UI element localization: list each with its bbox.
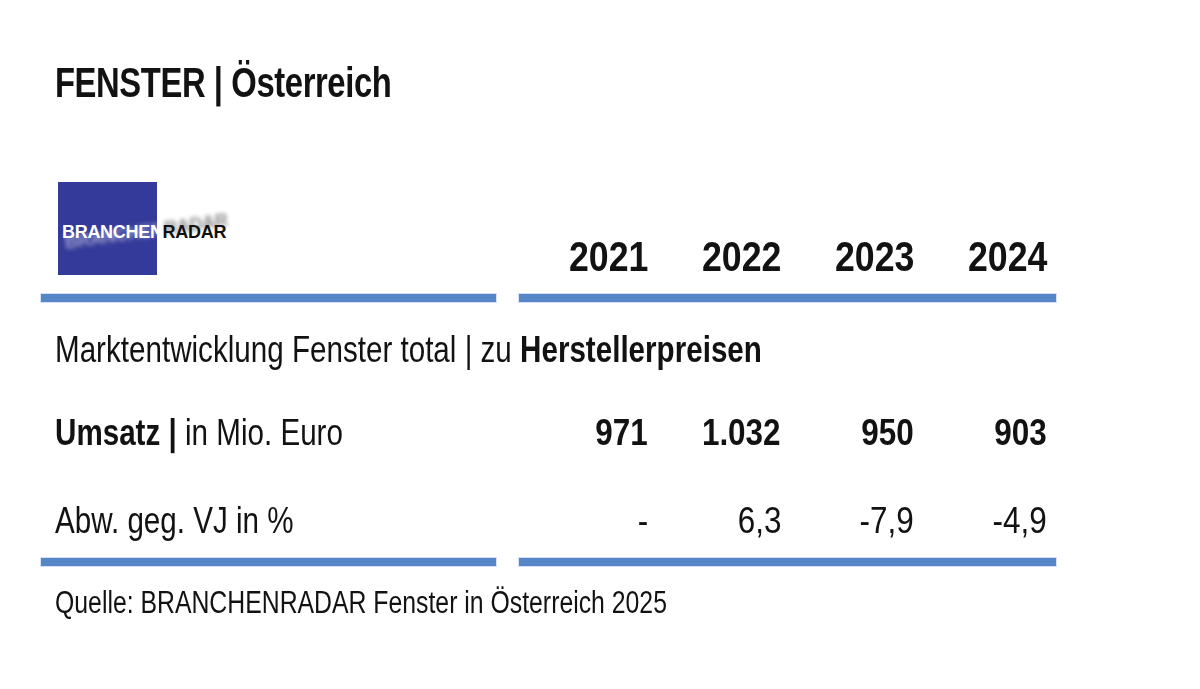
section-title-regular: Marktentwicklung Fenster total | zu (55, 329, 520, 370)
abw-value-2023: -7,9 (781, 502, 914, 539)
abw-value-2024: -4,9 (914, 502, 1047, 539)
table-row-abweichung: Abw. geg. VJ in % - 6,3 -7,9 -4,9 (55, 502, 1047, 539)
source-line: Quelle: BRANCHENRADAR Fenster in Österre… (55, 587, 820, 618)
divider-bar-bottom-left (40, 557, 497, 567)
year-header-2023: 2023 (781, 236, 914, 278)
divider-bar-top-right (518, 293, 1057, 303)
umsatz-value-2021: 971 (515, 414, 648, 451)
divider-bar-top-left (40, 293, 497, 303)
page-title: FENSTER | Österreich (55, 62, 486, 104)
divider-bar-bottom-right (518, 557, 1057, 567)
umsatz-value-2022: 1.032 (648, 414, 781, 451)
logo-wordmark-part2: RADAR (163, 222, 227, 242)
branchenradar-logo: BRANCHENRADAR BRANCHENRADAR (58, 182, 298, 282)
section-title-bold: Herstellerpreisen (520, 329, 762, 370)
year-header-row: 2021 2022 2023 2024 (515, 236, 1047, 278)
source-text: Quelle: BRANCHENRADAR Fenster in Österre… (55, 587, 667, 618)
logo-wordmark-part1: BRANCHEN (62, 222, 163, 242)
slide-canvas: FENSTER | Österreich BRANCHENRADAR BRANC… (0, 0, 1200, 689)
abw-value-2022: 6,3 (648, 502, 781, 539)
umsatz-value-2023: 950 (781, 414, 914, 451)
table-row-umsatz: Umsatz | in Mio. Euro 971 1.032 950 903 (55, 414, 1047, 451)
year-header-2021: 2021 (515, 236, 648, 278)
row-label-abweichung: Abw. geg. VJ in % (55, 502, 515, 539)
abw-value-2021: - (515, 502, 648, 539)
year-header-2024: 2024 (914, 236, 1047, 278)
year-header-2022: 2022 (648, 236, 781, 278)
section-title: Marktentwicklung Fenster total | zu Hers… (55, 331, 939, 368)
logo-wordmark: BRANCHENRADAR (62, 223, 226, 241)
row-label-umsatz: Umsatz | in Mio. Euro (55, 414, 515, 451)
umsatz-value-2024: 903 (914, 414, 1047, 451)
page-title-text: FENSTER | Österreich (55, 62, 391, 104)
